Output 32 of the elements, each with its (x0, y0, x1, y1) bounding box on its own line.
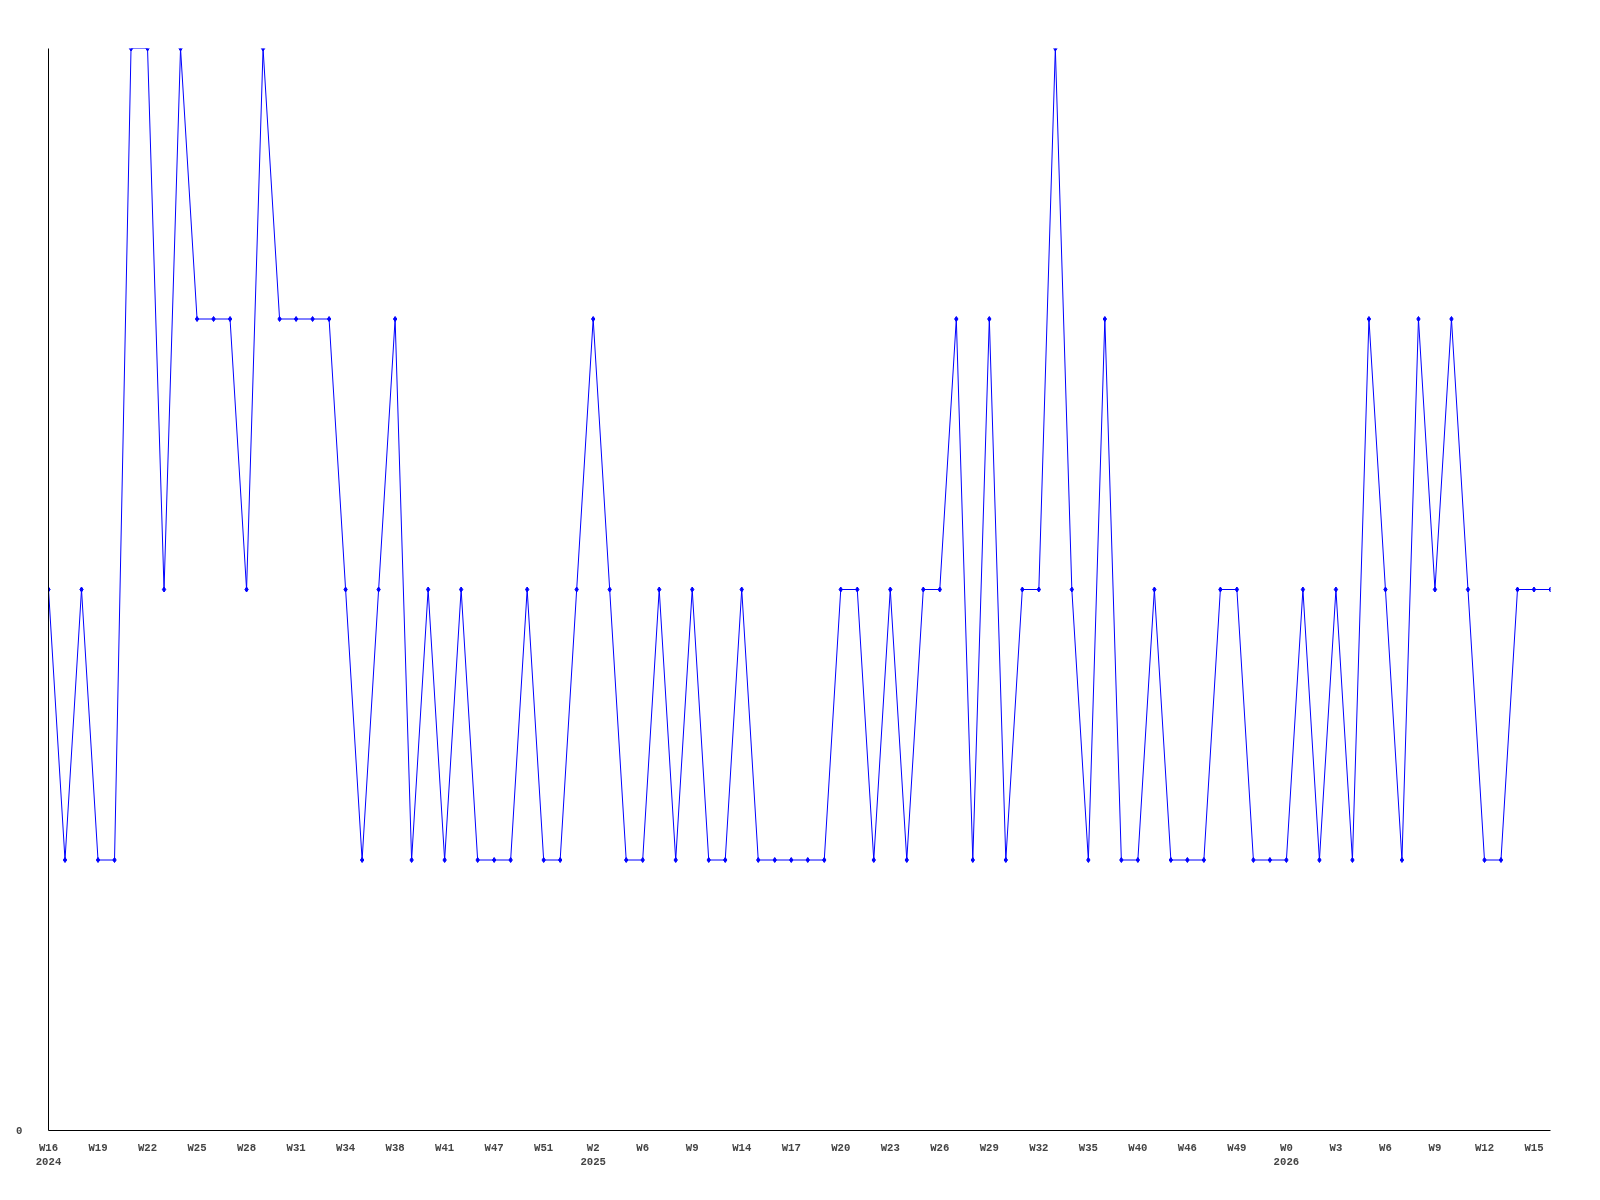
x-tick-label: W20 (831, 1141, 851, 1154)
x-tick-label: W9 (685, 1141, 699, 1154)
x-tick-label: W29 (979, 1141, 999, 1154)
text: 0 (16, 1125, 23, 1137)
x-tick-label: W35 (1078, 1141, 1098, 1154)
x-tick-label: W34 (336, 1141, 356, 1154)
x-tick-label: W46 (1177, 1141, 1197, 1154)
x-tick-label: W3 (1329, 1141, 1343, 1154)
x-tick-label: W6 (636, 1141, 650, 1154)
x-tick-label: W12 (1474, 1141, 1495, 1154)
x-tick-label: W2 2025 (580, 1141, 606, 1168)
x-tick-label: W23 (880, 1141, 900, 1154)
x-tick-label: W16 2024 (35, 1141, 62, 1168)
x-tick-label: W41 (435, 1141, 455, 1154)
x-tick-label: W32 (1029, 1141, 1049, 1154)
x-tick-label: W6 (1379, 1141, 1392, 1154)
x-tick-label: W49 (1227, 1141, 1247, 1154)
x-tick-label: W15 (1524, 1141, 1544, 1154)
x-tick-label: W47 (484, 1141, 504, 1154)
x-tick-label: W51 (534, 1141, 554, 1154)
x-tick-label: W40 (1128, 1141, 1148, 1154)
x-tick-label: W26 (930, 1141, 950, 1154)
x-tick-label: W9 (1428, 1141, 1442, 1154)
x-tick-label: W28 (236, 1141, 257, 1154)
x-tick-label: W25 (187, 1141, 207, 1154)
x-tick-label: W31 (286, 1141, 306, 1154)
x-tick-label: W38 (385, 1141, 405, 1154)
x-tick-label: W14 (732, 1141, 752, 1154)
x-tick-label: W0 2026 (1273, 1141, 1300, 1168)
x-tick-label: W22 (137, 1141, 158, 1154)
x-tick-label: W17 (781, 1141, 801, 1154)
x-tick-label: W19 (88, 1141, 108, 1154)
